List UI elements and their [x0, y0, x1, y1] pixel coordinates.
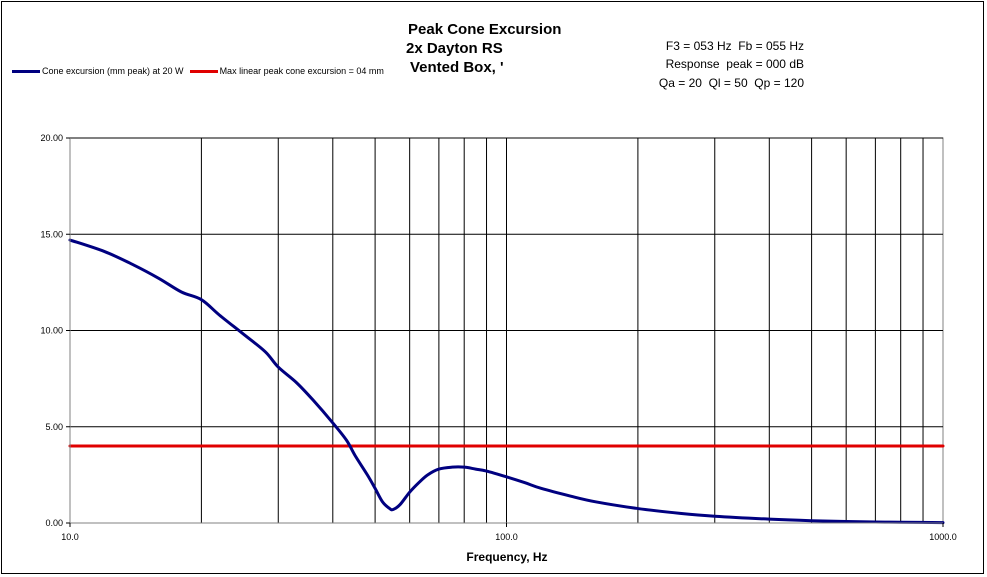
chart-title-line-3: Vented Box, '	[410, 59, 504, 76]
chart-title-line-2: 2x Dayton RS	[406, 40, 503, 57]
legend-item-cone-excursion: Cone excursion (mm peak) at 20 W	[12, 66, 184, 76]
x-tick-label: 100.0	[495, 532, 518, 542]
y-tick-label: 0.00	[45, 518, 63, 528]
x-tick-label: 10.0	[61, 532, 79, 542]
legend-item-max-linear: Max linear peak cone excursion = 04 mm	[189, 66, 384, 76]
legend-swatch-max-linear	[189, 69, 218, 73]
chart-title-line-1: Peak Cone Excursion	[408, 21, 562, 38]
legend-swatch-cone-excursion	[12, 69, 40, 73]
legend-label-cone-excursion: Cone excursion (mm peak) at 20 W	[42, 66, 184, 76]
info-line-q-values: Qa = 20 Ql = 50 Qp = 120	[658, 76, 804, 90]
y-tick-label: 15.00	[40, 229, 63, 239]
info-line-response-peak: Response peak = 000 dB	[665, 57, 804, 71]
y-tick-label: 5.00	[45, 422, 63, 432]
legend-label-max-linear: Max linear peak cone excursion = 04 mm	[219, 66, 384, 76]
x-axis-label: Frequency, Hz	[466, 550, 547, 564]
x-tick-label: 1000.0	[929, 532, 957, 542]
chart-legend: Cone excursion (mm peak) at 20 W Max lin…	[12, 66, 390, 76]
info-line-f3-fb: F3 = 053 Hz Fb = 055 Hz	[665, 39, 804, 53]
y-tick-label: 10.00	[40, 326, 63, 336]
y-tick-label: 20.00	[40, 133, 63, 143]
series-line-cone-excursion	[68, 238, 945, 525]
